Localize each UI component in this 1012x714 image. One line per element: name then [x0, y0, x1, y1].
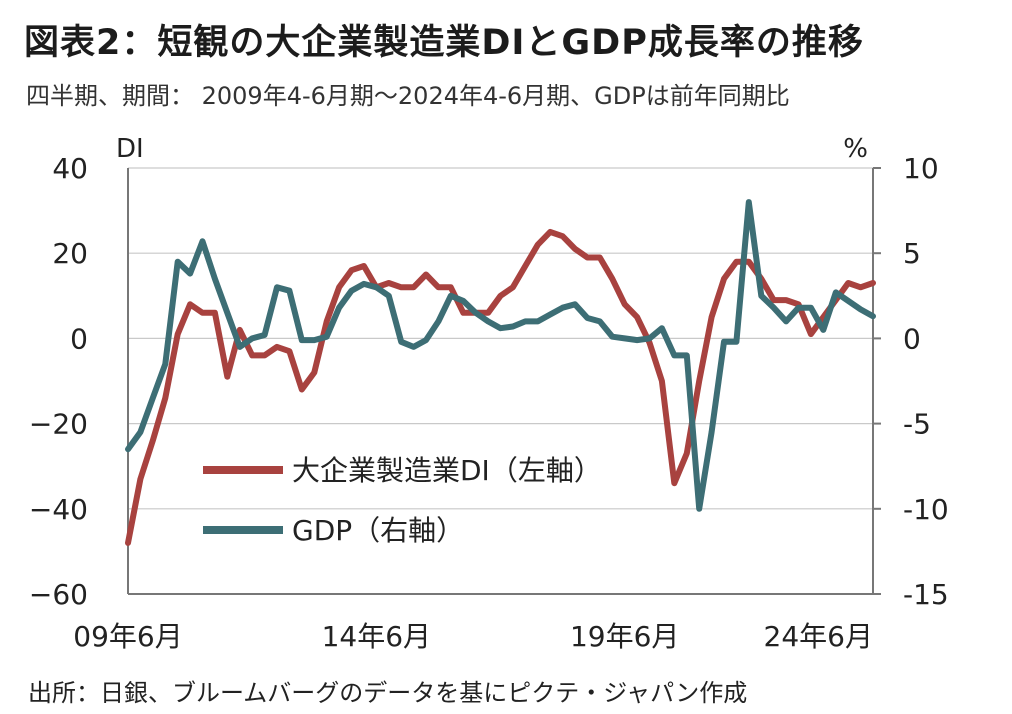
chart-source: 出所：日銀、ブルームバーグのデータを基にピクテ・ジャパン作成 — [28, 679, 748, 707]
left-tick-label: −60 — [29, 578, 88, 611]
legend-label: GDP（右軸） — [292, 514, 464, 547]
series-line-gdp — [125, 199, 876, 512]
series-line-di — [125, 228, 876, 546]
grid-lines — [128, 167, 873, 510]
legend-label: 大企業製造業DI（左軸） — [292, 454, 602, 487]
left-tick-label: −20 — [29, 408, 88, 441]
left-tick-label: 0 — [70, 322, 88, 355]
left-tick-label: 20 — [52, 237, 88, 270]
legend: 大企業製造業DI（左軸） GDP（右軸） — [203, 454, 602, 547]
left-axis-unit: DI — [116, 134, 144, 164]
series-lines — [125, 199, 876, 546]
left-tick-label: −40 — [29, 493, 88, 526]
right-tick-label: 5 — [903, 237, 921, 270]
axes — [127, 167, 881, 595]
x-tick-label: 24年6月 — [764, 620, 873, 653]
right-tick-label: 10 — [903, 152, 939, 185]
right-tick-label: 0 — [903, 322, 921, 355]
chart-title: 図表2：短観の大企業製造業DIとGDP成長率の推移 — [24, 23, 864, 63]
x-tick-label: 19年6月 — [570, 620, 679, 653]
x-tick-label: 09年6月 — [73, 620, 182, 653]
x-tick-label: 14年6月 — [322, 620, 431, 653]
left-tick-label: 40 — [52, 152, 88, 185]
right-tick-label: -15 — [903, 578, 949, 611]
right-tick-label: -10 — [903, 493, 949, 526]
tick-labels: 40 20 0 −20 −40 −60 10 5 0 -5 -10 -15 09年6月 14年6月 19年6… — [29, 134, 949, 653]
chart-subtitle: 四半期、期間： 2009年4-6月期～2024年4-6月期、GDPは前年同期比 — [26, 82, 790, 110]
right-tick-label: -5 — [903, 408, 931, 441]
right-axis-unit: % — [843, 134, 868, 164]
